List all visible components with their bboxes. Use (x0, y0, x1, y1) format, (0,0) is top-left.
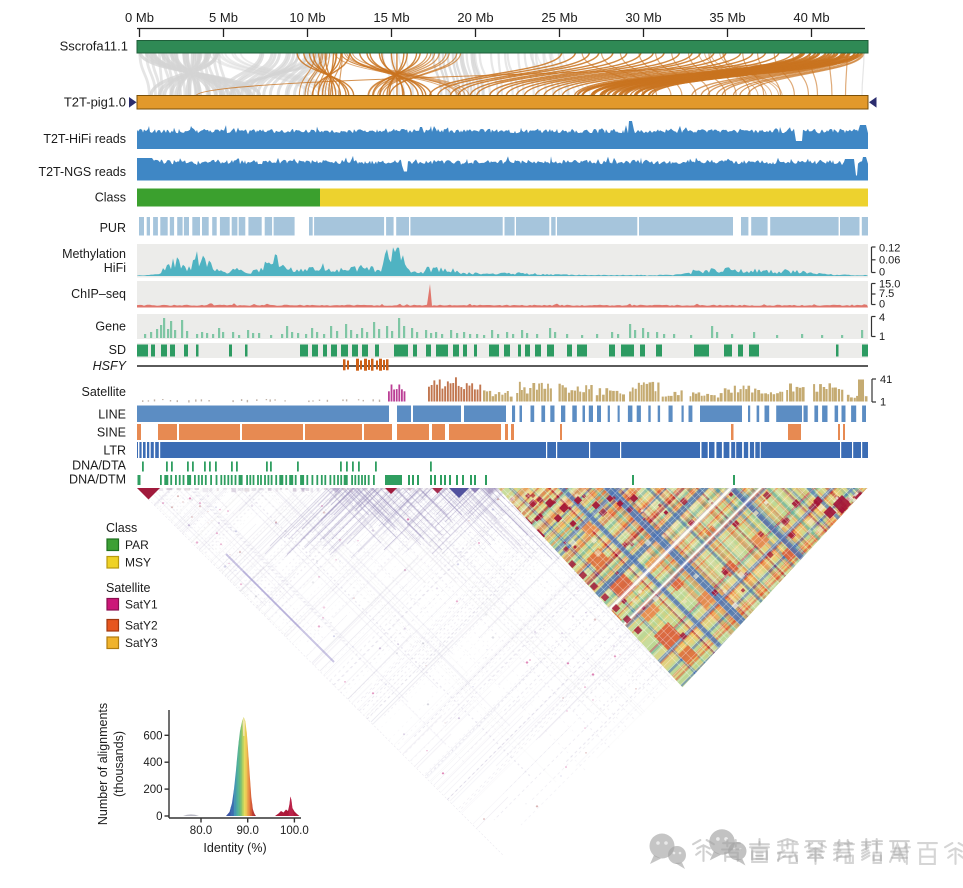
svg-text:0: 0 (879, 267, 885, 279)
svg-text:PUR: PUR (100, 221, 126, 235)
svg-text:HSFY: HSFY (93, 359, 128, 373)
svg-text:0 Mb: 0 Mb (125, 10, 154, 25)
svg-text:20 Mb: 20 Mb (457, 10, 493, 25)
svg-text:30 Mb: 30 Mb (625, 10, 661, 25)
svg-text:DNA/DTA: DNA/DTA (72, 459, 127, 473)
svg-text:PAR: PAR (125, 538, 149, 552)
svg-text:HiFi: HiFi (104, 261, 126, 275)
svg-text:Identity (%): Identity (%) (203, 841, 266, 855)
svg-text:Satellite: Satellite (106, 581, 151, 595)
svg-text:SatY3: SatY3 (125, 636, 158, 650)
svg-text:Class: Class (95, 191, 126, 205)
svg-text:100.0: 100.0 (280, 825, 309, 837)
svg-text:0: 0 (156, 811, 162, 823)
svg-text:15 Mb: 15 Mb (373, 10, 409, 25)
svg-text:(thousands): (thousands) (112, 731, 126, 797)
svg-text:35 Mb: 35 Mb (709, 10, 745, 25)
svg-text:15.0: 15.0 (879, 279, 900, 291)
svg-text:SatY1: SatY1 (125, 598, 158, 612)
svg-text:10 Mb: 10 Mb (289, 10, 325, 25)
svg-text:LINE: LINE (98, 408, 126, 422)
svg-text:0: 0 (879, 299, 885, 311)
svg-text:1: 1 (879, 331, 885, 343)
svg-text:T2T-NGS reads: T2T-NGS reads (38, 165, 126, 179)
svg-text:DNA/DTM: DNA/DTM (69, 473, 126, 487)
svg-text:ChIP–seq: ChIP–seq (71, 287, 126, 301)
svg-text:7.5: 7.5 (879, 288, 894, 300)
svg-text:200: 200 (143, 784, 162, 796)
svg-text:SINE: SINE (97, 426, 126, 440)
svg-text:Gene: Gene (95, 320, 126, 334)
svg-text:Methylation: Methylation (62, 247, 126, 261)
svg-text:MSY: MSY (125, 556, 151, 570)
svg-text:Number of alignments: Number of alignments (96, 703, 110, 825)
svg-text:40 Mb: 40 Mb (793, 10, 829, 25)
svg-text:80.0: 80.0 (190, 825, 212, 837)
svg-text:Satellite: Satellite (82, 385, 127, 399)
svg-text:T2T-pig1.0: T2T-pig1.0 (64, 95, 126, 110)
svg-text:0.12: 0.12 (879, 243, 900, 255)
svg-text:41: 41 (880, 374, 892, 386)
svg-text:4: 4 (879, 312, 885, 324)
svg-text:1: 1 (880, 397, 886, 409)
svg-text:90.0: 90.0 (237, 825, 259, 837)
svg-text:5 Mb: 5 Mb (209, 10, 238, 25)
svg-text:600: 600 (143, 730, 162, 742)
svg-text:25 Mb: 25 Mb (541, 10, 577, 25)
svg-text:Sscrofa11.1: Sscrofa11.1 (60, 39, 128, 54)
svg-text:SatY2: SatY2 (125, 619, 158, 633)
svg-text:T2T-HiFi reads: T2T-HiFi reads (43, 132, 126, 146)
svg-text:0.06: 0.06 (879, 255, 900, 267)
svg-text:400: 400 (143, 757, 162, 769)
svg-text:SD: SD (109, 343, 126, 357)
svg-text:LTR: LTR (103, 444, 126, 458)
svg-text:Class: Class (106, 521, 137, 535)
